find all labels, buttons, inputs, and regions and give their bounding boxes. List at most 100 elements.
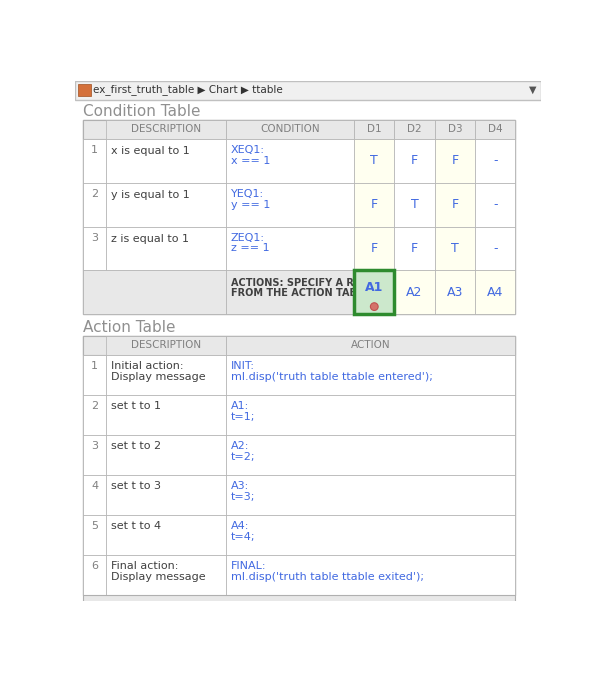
Bar xyxy=(226,139,354,183)
Text: A4: A4 xyxy=(487,286,504,299)
Bar xyxy=(83,556,106,595)
Text: -: - xyxy=(493,154,498,167)
Bar xyxy=(394,183,435,227)
Bar xyxy=(106,395,226,435)
Bar xyxy=(475,183,515,227)
Bar xyxy=(106,227,226,271)
Text: t=1;: t=1; xyxy=(231,412,255,422)
Text: A2: A2 xyxy=(406,286,423,299)
Text: Final action:: Final action: xyxy=(111,562,178,572)
Bar xyxy=(226,515,515,556)
Circle shape xyxy=(370,303,378,310)
Text: ▼: ▼ xyxy=(529,85,536,95)
Text: DESCRIPTION: DESCRIPTION xyxy=(131,124,201,134)
Text: F: F xyxy=(411,154,418,167)
Text: -: - xyxy=(493,242,498,255)
Text: F: F xyxy=(451,154,459,167)
Text: z is equal to 1: z is equal to 1 xyxy=(111,234,189,244)
Bar xyxy=(226,395,515,435)
Bar xyxy=(83,183,106,227)
Text: 3: 3 xyxy=(91,233,98,243)
Bar xyxy=(83,355,106,395)
Text: T: T xyxy=(370,154,378,167)
Text: Display message: Display message xyxy=(111,572,206,583)
Bar xyxy=(475,271,515,315)
Text: t=4;: t=4; xyxy=(231,532,255,542)
Bar xyxy=(83,119,515,139)
Bar xyxy=(354,119,394,139)
Text: A1:: A1: xyxy=(231,402,249,411)
Bar xyxy=(226,271,354,315)
Bar xyxy=(226,119,354,139)
Bar xyxy=(106,475,226,515)
Text: 1: 1 xyxy=(91,361,98,371)
Bar xyxy=(435,227,475,271)
Bar xyxy=(435,271,475,315)
Text: D1: D1 xyxy=(367,124,382,134)
Text: x == 1: x == 1 xyxy=(231,156,270,165)
Bar xyxy=(354,183,394,227)
Text: FINAL:: FINAL: xyxy=(231,562,266,572)
Bar xyxy=(435,139,475,183)
Bar xyxy=(354,227,394,271)
Text: F: F xyxy=(451,198,459,211)
Text: ex_first_truth_table ▶ Chart ▶ ttable: ex_first_truth_table ▶ Chart ▶ ttable xyxy=(93,84,282,95)
Bar xyxy=(226,556,515,595)
Text: ml.disp('truth table ttable exited');: ml.disp('truth table ttable exited'); xyxy=(231,572,424,583)
Bar xyxy=(226,336,515,355)
Text: INIT:: INIT: xyxy=(231,361,255,371)
Text: set t to 4: set t to 4 xyxy=(111,522,161,531)
Text: y is equal to 1: y is equal to 1 xyxy=(111,190,189,200)
Text: 1: 1 xyxy=(91,145,98,155)
Bar xyxy=(475,227,515,271)
Text: Initial action:: Initial action: xyxy=(111,361,183,371)
Bar xyxy=(435,183,475,227)
Bar xyxy=(106,336,226,355)
Bar xyxy=(226,183,354,227)
Bar xyxy=(83,336,515,595)
Text: FROM THE ACTION TABLE: FROM THE ACTION TABLE xyxy=(231,288,370,298)
Text: -: - xyxy=(493,198,498,211)
Text: Action Table: Action Table xyxy=(83,321,175,335)
Text: F: F xyxy=(371,242,378,255)
Bar xyxy=(83,475,106,515)
Bar xyxy=(83,435,106,475)
Text: ml.disp('truth table ttable entered');: ml.disp('truth table ttable entered'); xyxy=(231,372,433,382)
Text: A3:: A3: xyxy=(231,481,249,491)
Text: x is equal to 1: x is equal to 1 xyxy=(111,146,189,157)
Bar xyxy=(394,139,435,183)
Bar xyxy=(226,227,354,271)
Text: DESCRIPTION: DESCRIPTION xyxy=(131,340,201,350)
Bar xyxy=(394,227,435,271)
Text: 4: 4 xyxy=(91,481,98,491)
Text: A2:: A2: xyxy=(231,441,249,452)
Text: A4:: A4: xyxy=(231,522,249,531)
Bar xyxy=(78,84,91,97)
Bar xyxy=(106,355,226,395)
Bar xyxy=(83,515,106,556)
Text: D2: D2 xyxy=(407,124,422,134)
Bar xyxy=(106,515,226,556)
Bar xyxy=(83,336,515,355)
Bar xyxy=(394,271,435,315)
Bar xyxy=(83,595,515,601)
Text: D4: D4 xyxy=(488,124,502,134)
Text: A3: A3 xyxy=(447,286,463,299)
Text: t=3;: t=3; xyxy=(231,492,255,502)
Text: ZEQ1:: ZEQ1: xyxy=(231,233,265,243)
Text: z == 1: z == 1 xyxy=(231,244,269,254)
Text: CONDITION: CONDITION xyxy=(260,124,320,134)
Text: ACTIONS: SPECIFY A ROW: ACTIONS: SPECIFY A ROW xyxy=(231,278,373,288)
Text: 2: 2 xyxy=(91,189,98,199)
Bar xyxy=(83,139,106,183)
Text: y == 1: y == 1 xyxy=(231,200,270,209)
Text: Condition Table: Condition Table xyxy=(83,104,200,119)
Bar xyxy=(83,119,515,315)
Text: 2: 2 xyxy=(91,402,98,411)
Bar xyxy=(106,139,226,183)
Text: F: F xyxy=(411,242,418,255)
Bar xyxy=(106,556,226,595)
Text: ACTION: ACTION xyxy=(351,340,391,350)
Text: T: T xyxy=(451,242,459,255)
Bar xyxy=(83,271,226,315)
